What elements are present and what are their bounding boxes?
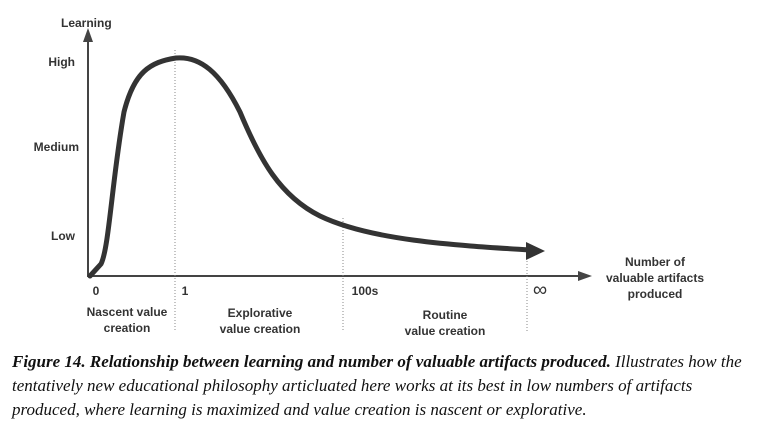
y-axis-title: Learning	[61, 16, 112, 30]
caption-label: Figure 14. Relationship between learning…	[12, 352, 611, 371]
y-arrow	[83, 28, 93, 42]
caption-text: Illustrates how the tentatively new educ…	[12, 352, 742, 419]
x-axis-title: Number of	[625, 255, 686, 269]
x-arrow	[578, 271, 592, 281]
phase-label: Routine	[423, 308, 468, 322]
caption: Figure 14. Relationship between learning…	[12, 350, 752, 422]
y-level: Medium	[34, 140, 79, 154]
phase-label: Nascent value	[87, 305, 168, 319]
curve-arrow	[526, 242, 545, 260]
y-level: Low	[51, 229, 76, 243]
x-axis-title: valuable artifacts	[606, 271, 704, 285]
diagram: Learning High Medium Low 0 1 100s ∞ Numb…	[34, 16, 705, 338]
x-mark: 100s	[352, 284, 379, 298]
y-level: High	[48, 55, 75, 69]
phase-label: value creation	[220, 322, 301, 336]
phase-label: creation	[104, 321, 151, 335]
x-mark: 0	[93, 284, 100, 298]
phase-label: Explorative	[228, 306, 293, 320]
x-mark: ∞	[533, 279, 547, 301]
phase-label: value creation	[405, 324, 486, 338]
x-mark: 1	[182, 284, 189, 298]
learning-curve	[87, 55, 533, 279]
x-axis-title: produced	[628, 287, 683, 301]
